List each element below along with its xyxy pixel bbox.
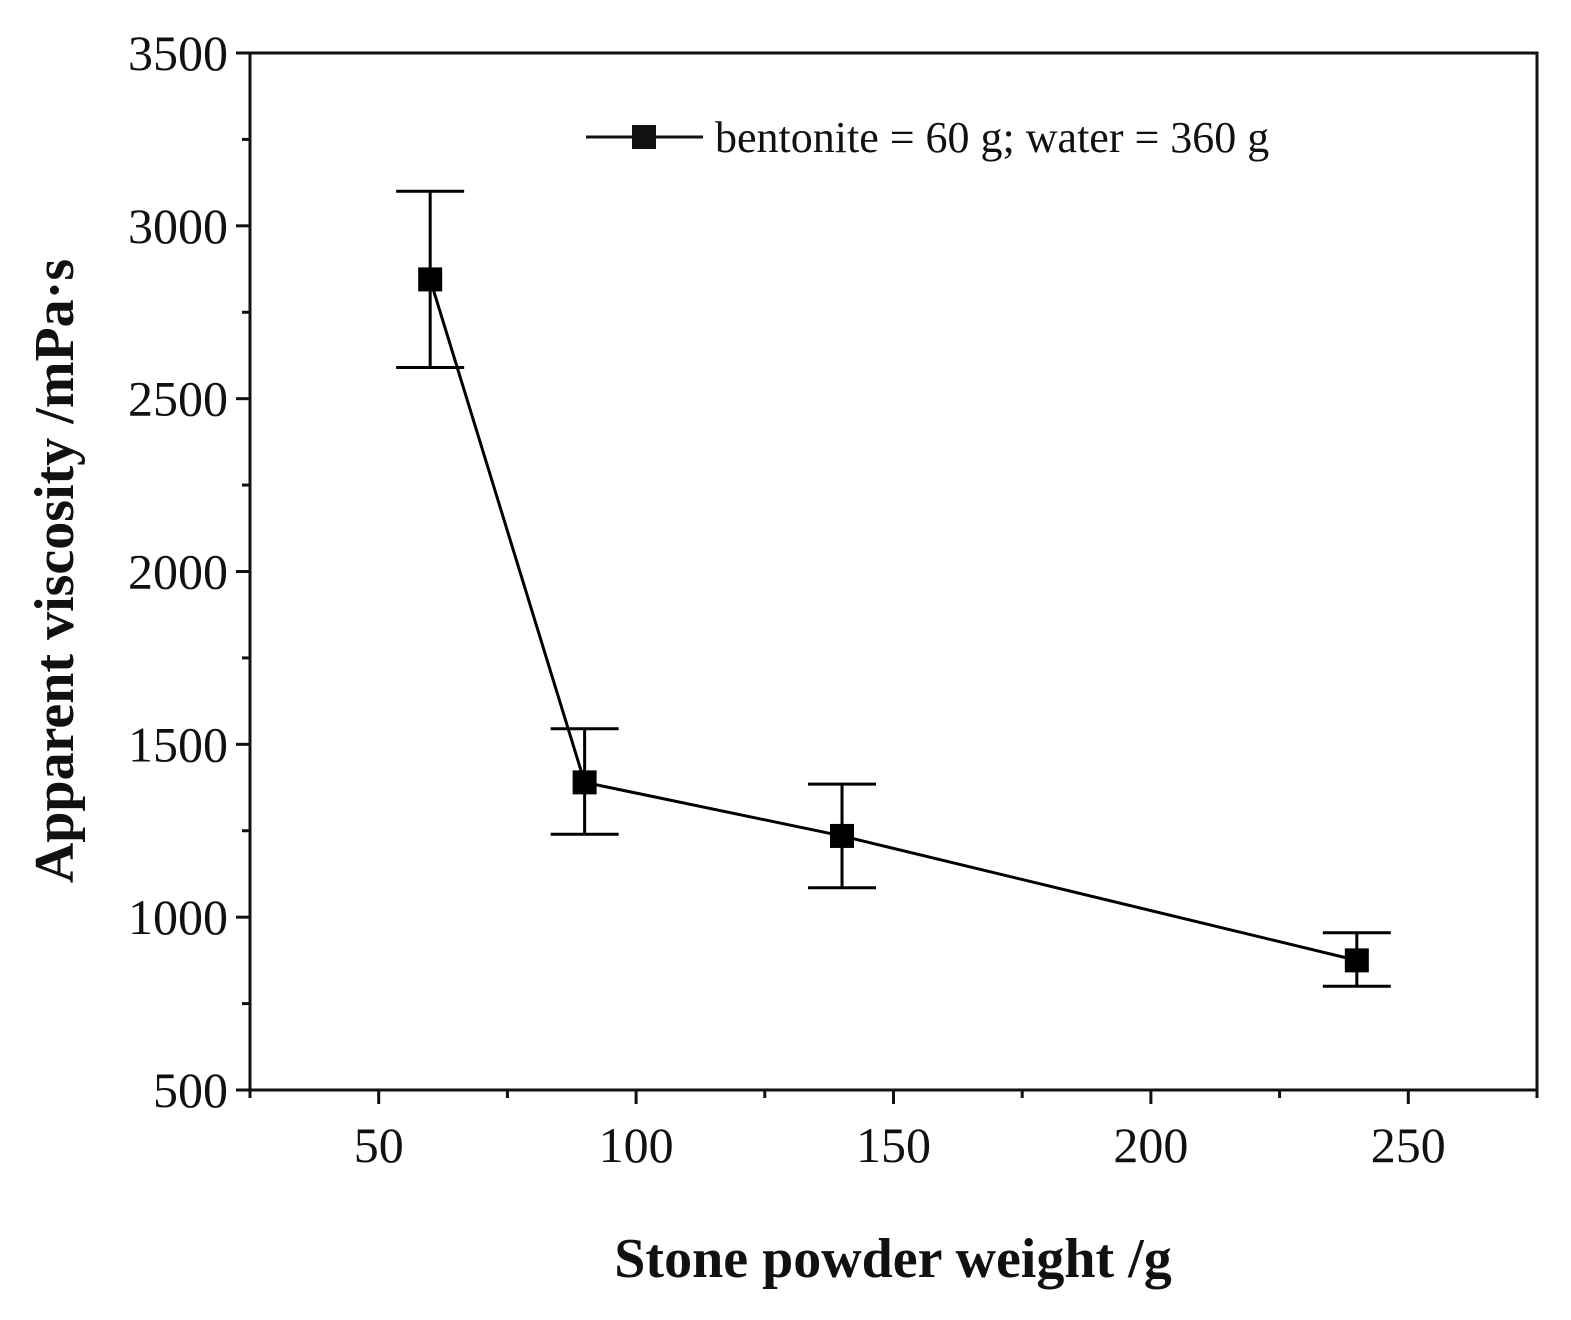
y-tick-label: 1500 (128, 716, 228, 772)
legend-label: bentonite = 60 g; water = 360 g (715, 113, 1269, 162)
y-tick-label: 2000 (128, 544, 228, 600)
x-tick-label: 100 (599, 1117, 674, 1173)
data-point (1344, 948, 1369, 973)
axis-ticks: 500 1000 1500 2000 2500 3000 3500 50 100 150 200 25… (128, 25, 1539, 1173)
x-axis-title: Stone powder weight /g (614, 1228, 1171, 1290)
data-point (418, 267, 443, 292)
data-series (396, 189, 1391, 988)
y-axis-title: Apparent viscosity /mPa·s (24, 259, 86, 883)
x-tick-label: 200 (1113, 1117, 1188, 1173)
y-tick-label: 2500 (128, 371, 228, 427)
data-point (830, 823, 855, 848)
y-tick-label: 3000 (128, 198, 228, 254)
data-point (572, 770, 597, 795)
x-tick-label: 250 (1371, 1117, 1446, 1173)
series-line (428, 278, 1358, 962)
x-tick-label: 50 (354, 1117, 404, 1173)
legend: bentonite = 60 g; water = 360 g (586, 113, 1269, 162)
plot-frame (248, 51, 1539, 1092)
y-tick-label: 1000 (128, 889, 228, 945)
legend-marker (632, 125, 656, 149)
y-tick-label: 3500 (128, 25, 228, 81)
y-tick-label: 500 (153, 1062, 228, 1118)
x-tick-label: 150 (856, 1117, 931, 1173)
